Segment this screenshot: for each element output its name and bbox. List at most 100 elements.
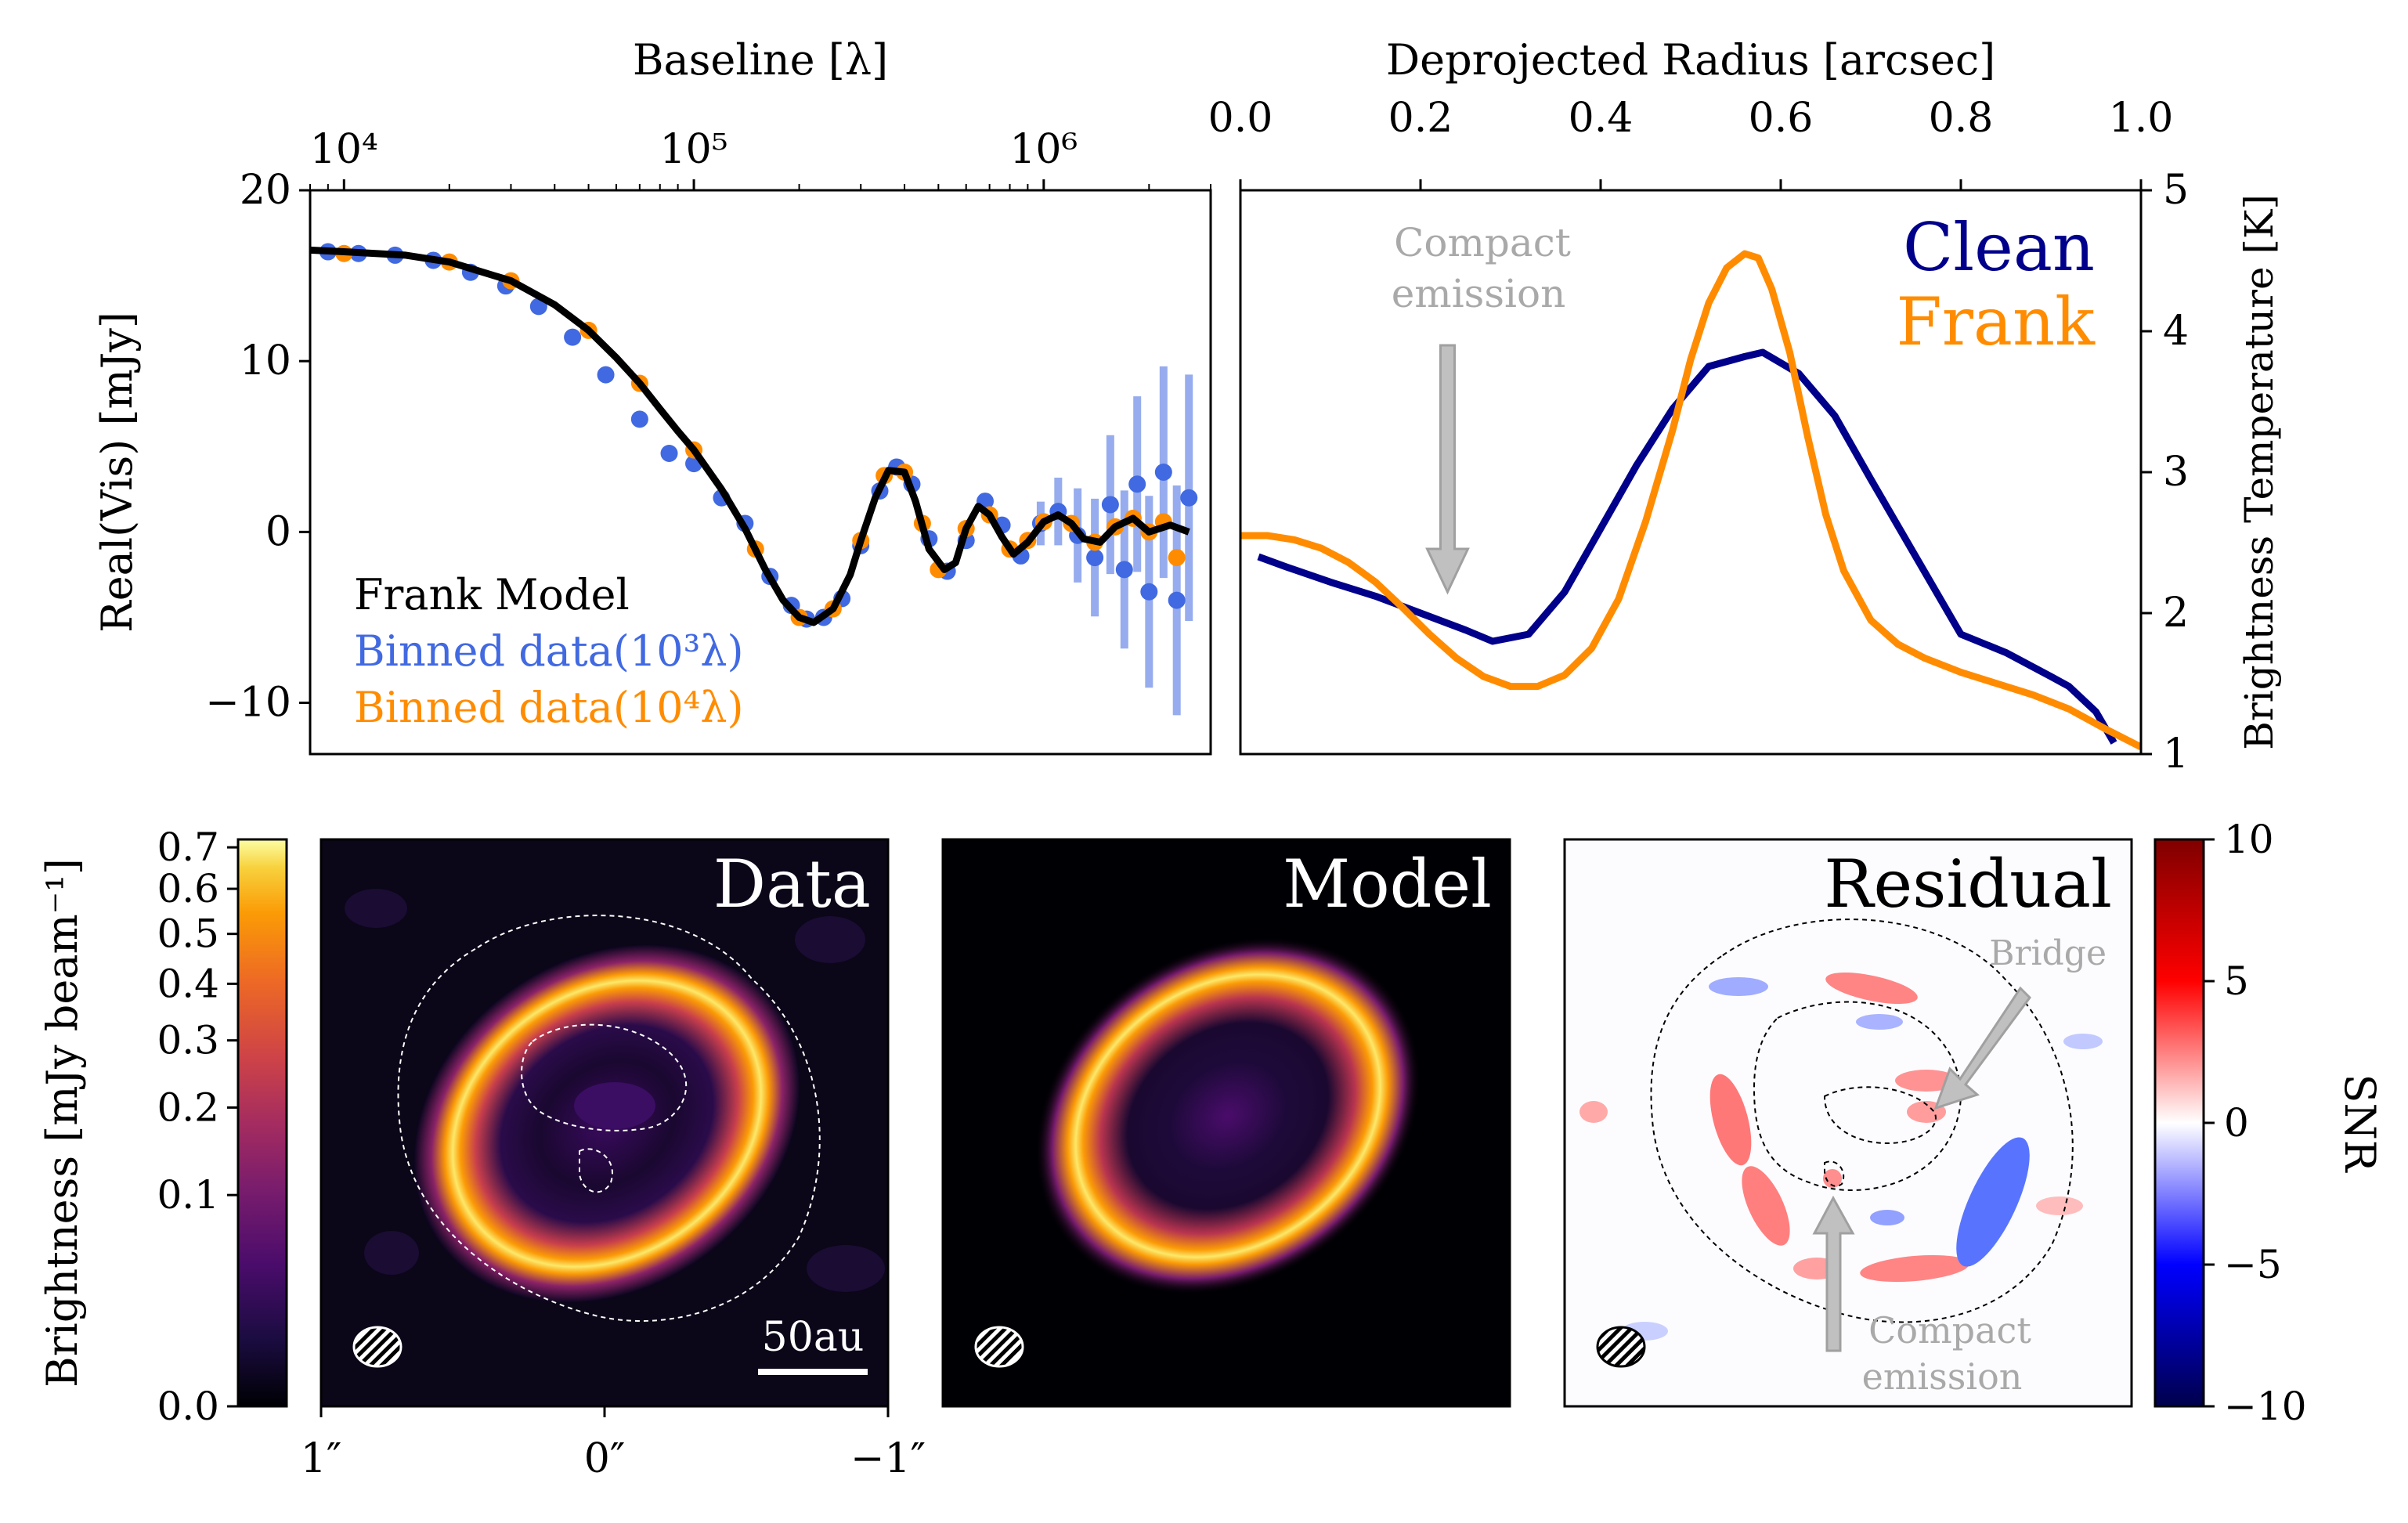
- colorbar-tick-label: 5: [2224, 958, 2249, 1004]
- image-data-small-contour: [579, 1148, 613, 1193]
- residual-negative: [1870, 1210, 1904, 1225]
- profile-xlabel: Deprojected Radius [arcsec]: [1386, 35, 1995, 85]
- residual-positive: [1823, 1169, 1842, 1188]
- visibility-panel: 10⁴ 10⁵ 10⁶ −10 0 10 20 Baseline [λ] Real(Vis)…: [92, 35, 1212, 756]
- image-model-frame: [941, 838, 1511, 1408]
- data-point: [1140, 583, 1158, 601]
- image-residual: Residual Bridge Compact emission: [1563, 838, 2133, 1408]
- residual-positive: [1895, 1070, 1958, 1092]
- y-tick-label: 10: [240, 337, 291, 384]
- residual-positive: [1825, 972, 1918, 1005]
- x-tick-label: 0.8: [1929, 95, 1994, 142]
- y-tick-label: 2: [2163, 590, 2189, 637]
- profile-axes: 0.0 0.2 0.4 0.6 0.8 1.0 1 2 3 4 5: [1208, 95, 2189, 778]
- y-tick-label: −10: [205, 680, 291, 727]
- image-data-label: Data: [713, 846, 871, 922]
- data-point: [1101, 496, 1119, 514]
- residual-compact-line2: emission: [1862, 1355, 2023, 1398]
- residual-negative: [2063, 1034, 2103, 1049]
- profile-ylabel: Brightness Temperature [K]: [2237, 194, 2282, 750]
- x-tick-label: 1.0: [2109, 95, 2174, 142]
- compact-emission-annotation: Compact emission: [1392, 220, 1571, 595]
- legend-frank: Frank: [1896, 283, 2096, 360]
- data-point: [564, 328, 582, 346]
- data-point: [1168, 549, 1186, 567]
- visibility-ylabel: Real(Vis) [mJy]: [92, 312, 142, 633]
- colorbar-snr-bar: [2153, 838, 2205, 1408]
- x-tick-label: 10⁶: [1009, 126, 1078, 173]
- annotation-line1: Compact: [1394, 220, 1571, 265]
- colorbar-tick-label: 10: [2224, 817, 2274, 862]
- frank-model-line: [310, 246, 1190, 626]
- data-point: [1180, 489, 1198, 507]
- profile-panel: 0.0 0.2 0.4 0.6 0.8 1.0 1 2 3 4 5 Deprojected Radi…: [1208, 35, 2282, 778]
- compact-emission-arrow-icon: [1812, 1195, 1855, 1352]
- residual-negative: [1956, 1137, 2030, 1267]
- x-tick-label: 0.4: [1569, 95, 1634, 142]
- colorbar-tick-label: 0.6: [157, 866, 219, 911]
- data-point: [597, 366, 615, 384]
- visibility-marks: [310, 243, 1198, 716]
- colorbar-brightness-bar: [236, 838, 288, 1408]
- y-tick-label: 20: [240, 167, 291, 214]
- image-data-inner-contour: [521, 1023, 688, 1131]
- x-tick-label: 10⁴: [310, 126, 378, 173]
- data-point: [1168, 591, 1186, 609]
- y-tick-label: 4: [2163, 308, 2189, 355]
- colorbar-tick-label: 0.4: [157, 961, 219, 1006]
- colorbar-tick-label: 0.7: [157, 825, 219, 870]
- visibility-axes: 10⁴ 10⁵ 10⁶ −10 0 10 20: [205, 126, 1211, 727]
- colorbar-tick-label: 0.2: [157, 1085, 219, 1130]
- colorbar-tick-label: 0.5: [157, 911, 219, 957]
- image-x-tick-label: −1″: [850, 1435, 926, 1482]
- image-data-noise: [345, 889, 885, 1292]
- image-residual-background: [1565, 839, 2132, 1406]
- x-tick-label: 0.6: [1749, 95, 1814, 142]
- image-model-ring: [1034, 937, 1421, 1295]
- legend-clean: Clean: [1903, 209, 2095, 286]
- series-line-frank: [1240, 250, 2141, 751]
- y-tick-label: 3: [2163, 449, 2189, 496]
- colorbar-tick-label: 0.0: [157, 1384, 219, 1429]
- image-residual-frame: [1563, 838, 2133, 1408]
- data-point: [1128, 475, 1146, 493]
- legend-binned-1e4: Binned data(10⁴λ): [354, 683, 744, 732]
- residual-positive: [1709, 1074, 1752, 1166]
- x-tick-label: 0.0: [1208, 95, 1273, 142]
- residual-positive: [2036, 1196, 2083, 1215]
- legend-binned-1e3: Binned data(10³λ): [354, 626, 744, 676]
- y-tick-label: 0: [265, 508, 291, 555]
- residual-compact-line1: Compact: [1868, 1309, 2031, 1352]
- image-data-center: [574, 1082, 655, 1129]
- image-residual-label: Residual: [1824, 846, 2112, 922]
- colorbar-snr: −10 −5 0 5 10 SNR: [2153, 817, 2385, 1429]
- noise-blob: [795, 916, 865, 963]
- image-data-outer-contour: [397, 915, 821, 1322]
- colorbar-tick-label: 0.1: [157, 1172, 219, 1218]
- image-residual-outer-contour: [1650, 918, 2074, 1323]
- colorbar-brightness: 0.0 0.1 0.2 0.3 0.40.50.60.7 Brightness [mJy…: [38, 825, 288, 1429]
- noise-blob: [807, 1245, 885, 1292]
- residual-negative: [1856, 1014, 1903, 1030]
- noise-blob: [345, 889, 407, 928]
- visibility-xlabel: Baseline [λ]: [633, 35, 888, 85]
- data-point: [1115, 561, 1133, 579]
- images-row: 0.0 0.1 0.2 0.3 0.40.50.60.7 Brightness [mJy…: [38, 817, 2385, 1482]
- residual-negative: [1709, 977, 1768, 996]
- visibility-frame: [309, 189, 1212, 756]
- colorbar-snr-ticks: −10 −5 0 5 10: [2204, 817, 2307, 1429]
- colorbar-tick-label: −5: [2224, 1242, 2282, 1287]
- visibility-legend: Frank Model Binned data(10³λ) Binned dat…: [354, 570, 744, 732]
- image-data: 50au Data 1″ 0″ −1″: [301, 838, 926, 1482]
- profile-marks: [1240, 250, 2141, 751]
- legend-frank-model: Frank Model: [354, 570, 630, 619]
- beam-icon: [1596, 1326, 1646, 1368]
- image-data-xticks: 1″ 0″ −1″: [301, 1406, 926, 1482]
- y-tick-label: 1: [2163, 731, 2189, 778]
- colorbar-brightness-ticks: 0.0 0.1 0.2 0.3 0.40.50.60.7: [157, 825, 238, 1429]
- bridge-arrow-icon: [1933, 986, 2031, 1110]
- data-point: [1154, 464, 1172, 481]
- x-tick-label: 10⁵: [660, 126, 728, 173]
- annotation-arrow-icon: [1425, 344, 1470, 595]
